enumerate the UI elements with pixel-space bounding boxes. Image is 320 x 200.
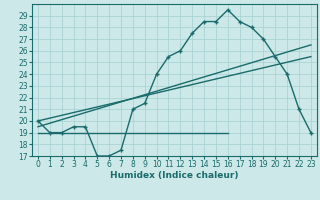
X-axis label: Humidex (Indice chaleur): Humidex (Indice chaleur) [110, 171, 239, 180]
